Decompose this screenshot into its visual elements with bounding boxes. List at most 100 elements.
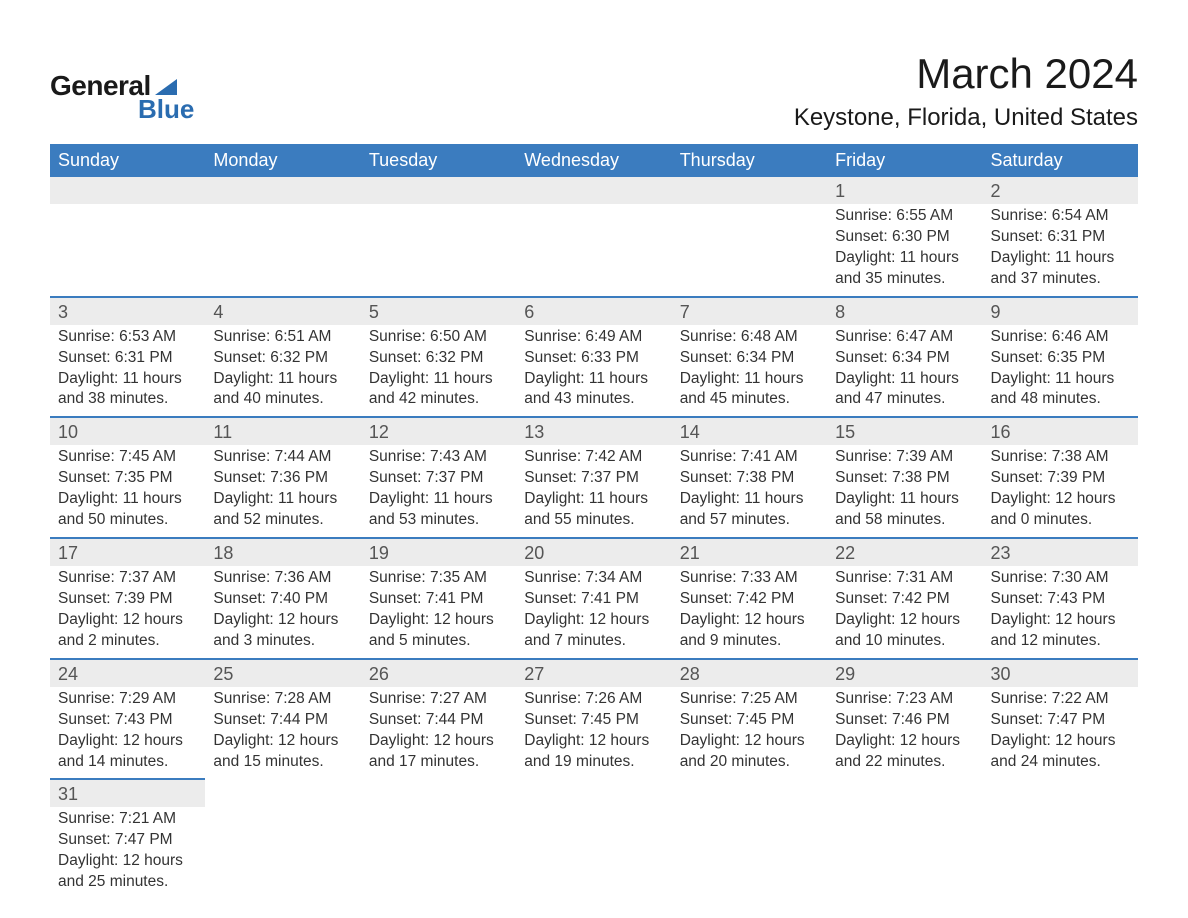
day-number: 28 — [672, 660, 827, 687]
day-details: Sunrise: 7:30 AMSunset: 7:43 PMDaylight:… — [983, 566, 1138, 658]
day-details: Sunrise: 6:55 AMSunset: 6:30 PMDaylight:… — [827, 204, 982, 296]
day-details: Sunrise: 6:49 AMSunset: 6:33 PMDaylight:… — [516, 325, 671, 417]
title-block: March 2024 Keystone, Florida, United Sta… — [794, 50, 1138, 132]
location-title: Keystone, Florida, United States — [794, 104, 1138, 132]
day-number: 31 — [50, 780, 205, 807]
calendar-day-cell: 8Sunrise: 6:47 AMSunset: 6:34 PMDaylight… — [827, 297, 982, 418]
day-number: 27 — [516, 660, 671, 687]
day-number-empty — [361, 177, 516, 204]
calendar-day-cell: 2Sunrise: 6:54 AMSunset: 6:31 PMDaylight… — [983, 177, 1138, 297]
calendar-day-cell: 19Sunrise: 7:35 AMSunset: 7:41 PMDayligh… — [361, 538, 516, 659]
calendar-day-cell: 10Sunrise: 7:45 AMSunset: 7:35 PMDayligh… — [50, 417, 205, 538]
calendar-day-cell: 7Sunrise: 6:48 AMSunset: 6:34 PMDaylight… — [672, 297, 827, 418]
calendar-day-cell — [516, 779, 671, 899]
calendar-day-cell: 4Sunrise: 6:51 AMSunset: 6:32 PMDaylight… — [205, 297, 360, 418]
calendar-day-cell: 31Sunrise: 7:21 AMSunset: 7:47 PMDayligh… — [50, 779, 205, 899]
logo: General Blue — [50, 70, 194, 125]
day-details: Sunrise: 6:54 AMSunset: 6:31 PMDaylight:… — [983, 204, 1138, 296]
day-details: Sunrise: 6:50 AMSunset: 6:32 PMDaylight:… — [361, 325, 516, 417]
calendar-week-row: 31Sunrise: 7:21 AMSunset: 7:47 PMDayligh… — [50, 779, 1138, 899]
day-details: Sunrise: 7:31 AMSunset: 7:42 PMDaylight:… — [827, 566, 982, 658]
day-number-empty — [516, 177, 671, 204]
day-number: 24 — [50, 660, 205, 687]
day-number: 29 — [827, 660, 982, 687]
day-number: 25 — [205, 660, 360, 687]
calendar-day-cell: 30Sunrise: 7:22 AMSunset: 7:47 PMDayligh… — [983, 659, 1138, 780]
calendar-day-cell: 14Sunrise: 7:41 AMSunset: 7:38 PMDayligh… — [672, 417, 827, 538]
day-number: 30 — [983, 660, 1138, 687]
day-number: 17 — [50, 539, 205, 566]
weekday-header: Sunday — [50, 144, 205, 177]
day-number-empty — [205, 177, 360, 204]
calendar-day-cell — [672, 177, 827, 297]
calendar-day-cell: 27Sunrise: 7:26 AMSunset: 7:45 PMDayligh… — [516, 659, 671, 780]
day-number: 13 — [516, 418, 671, 445]
weekday-header: Monday — [205, 144, 360, 177]
day-number: 20 — [516, 539, 671, 566]
day-number: 5 — [361, 298, 516, 325]
day-number-empty — [50, 177, 205, 204]
calendar-day-cell: 6Sunrise: 6:49 AMSunset: 6:33 PMDaylight… — [516, 297, 671, 418]
calendar-day-cell: 18Sunrise: 7:36 AMSunset: 7:40 PMDayligh… — [205, 538, 360, 659]
day-details: Sunrise: 7:35 AMSunset: 7:41 PMDaylight:… — [361, 566, 516, 658]
day-number: 10 — [50, 418, 205, 445]
day-details: Sunrise: 6:46 AMSunset: 6:35 PMDaylight:… — [983, 325, 1138, 417]
day-details: Sunrise: 7:22 AMSunset: 7:47 PMDaylight:… — [983, 687, 1138, 779]
calendar-day-cell: 17Sunrise: 7:37 AMSunset: 7:39 PMDayligh… — [50, 538, 205, 659]
day-number: 18 — [205, 539, 360, 566]
day-number: 12 — [361, 418, 516, 445]
day-number: 22 — [827, 539, 982, 566]
weekday-header: Friday — [827, 144, 982, 177]
calendar-day-cell: 11Sunrise: 7:44 AMSunset: 7:36 PMDayligh… — [205, 417, 360, 538]
weekday-header: Tuesday — [361, 144, 516, 177]
calendar-day-cell — [205, 177, 360, 297]
day-details: Sunrise: 7:26 AMSunset: 7:45 PMDaylight:… — [516, 687, 671, 779]
day-details: Sunrise: 7:36 AMSunset: 7:40 PMDaylight:… — [205, 566, 360, 658]
calendar-day-cell: 15Sunrise: 7:39 AMSunset: 7:38 PMDayligh… — [827, 417, 982, 538]
day-number: 14 — [672, 418, 827, 445]
day-number: 15 — [827, 418, 982, 445]
calendar-day-cell — [983, 779, 1138, 899]
weekday-header: Wednesday — [516, 144, 671, 177]
calendar-day-cell: 26Sunrise: 7:27 AMSunset: 7:44 PMDayligh… — [361, 659, 516, 780]
calendar-week-row: 3Sunrise: 6:53 AMSunset: 6:31 PMDaylight… — [50, 297, 1138, 418]
calendar-day-cell — [516, 177, 671, 297]
day-details: Sunrise: 7:43 AMSunset: 7:37 PMDaylight:… — [361, 445, 516, 537]
day-details: Sunrise: 7:25 AMSunset: 7:45 PMDaylight:… — [672, 687, 827, 779]
calendar-day-cell: 21Sunrise: 7:33 AMSunset: 7:42 PMDayligh… — [672, 538, 827, 659]
day-number: 21 — [672, 539, 827, 566]
calendar-day-cell — [50, 177, 205, 297]
day-details: Sunrise: 7:41 AMSunset: 7:38 PMDaylight:… — [672, 445, 827, 537]
day-number: 7 — [672, 298, 827, 325]
calendar-table: SundayMondayTuesdayWednesdayThursdayFrid… — [50, 144, 1138, 899]
day-number: 2 — [983, 177, 1138, 204]
day-details: Sunrise: 7:37 AMSunset: 7:39 PMDaylight:… — [50, 566, 205, 658]
day-details: Sunrise: 7:21 AMSunset: 7:47 PMDaylight:… — [50, 807, 205, 899]
logo-text-general: General — [50, 70, 151, 102]
calendar-day-cell — [827, 779, 982, 899]
calendar-day-cell — [205, 779, 360, 899]
day-number: 16 — [983, 418, 1138, 445]
calendar-week-row: 17Sunrise: 7:37 AMSunset: 7:39 PMDayligh… — [50, 538, 1138, 659]
calendar-day-cell: 24Sunrise: 7:29 AMSunset: 7:43 PMDayligh… — [50, 659, 205, 780]
calendar-week-row: 10Sunrise: 7:45 AMSunset: 7:35 PMDayligh… — [50, 417, 1138, 538]
day-number: 11 — [205, 418, 360, 445]
calendar-day-cell: 25Sunrise: 7:28 AMSunset: 7:44 PMDayligh… — [205, 659, 360, 780]
day-details: Sunrise: 7:33 AMSunset: 7:42 PMDaylight:… — [672, 566, 827, 658]
day-number: 19 — [361, 539, 516, 566]
calendar-day-cell: 1Sunrise: 6:55 AMSunset: 6:30 PMDaylight… — [827, 177, 982, 297]
day-details: Sunrise: 7:27 AMSunset: 7:44 PMDaylight:… — [361, 687, 516, 779]
header: General Blue March 2024 Keystone, Florid… — [50, 50, 1138, 132]
day-details: Sunrise: 7:28 AMSunset: 7:44 PMDaylight:… — [205, 687, 360, 779]
day-details: Sunrise: 7:42 AMSunset: 7:37 PMDaylight:… — [516, 445, 671, 537]
day-details: Sunrise: 7:23 AMSunset: 7:46 PMDaylight:… — [827, 687, 982, 779]
day-number: 4 — [205, 298, 360, 325]
day-details: Sunrise: 7:34 AMSunset: 7:41 PMDaylight:… — [516, 566, 671, 658]
calendar-day-cell: 23Sunrise: 7:30 AMSunset: 7:43 PMDayligh… — [983, 538, 1138, 659]
day-number: 1 — [827, 177, 982, 204]
day-number-empty — [672, 177, 827, 204]
day-number: 9 — [983, 298, 1138, 325]
calendar-day-cell — [672, 779, 827, 899]
day-details: Sunrise: 6:48 AMSunset: 6:34 PMDaylight:… — [672, 325, 827, 417]
weekday-header: Thursday — [672, 144, 827, 177]
